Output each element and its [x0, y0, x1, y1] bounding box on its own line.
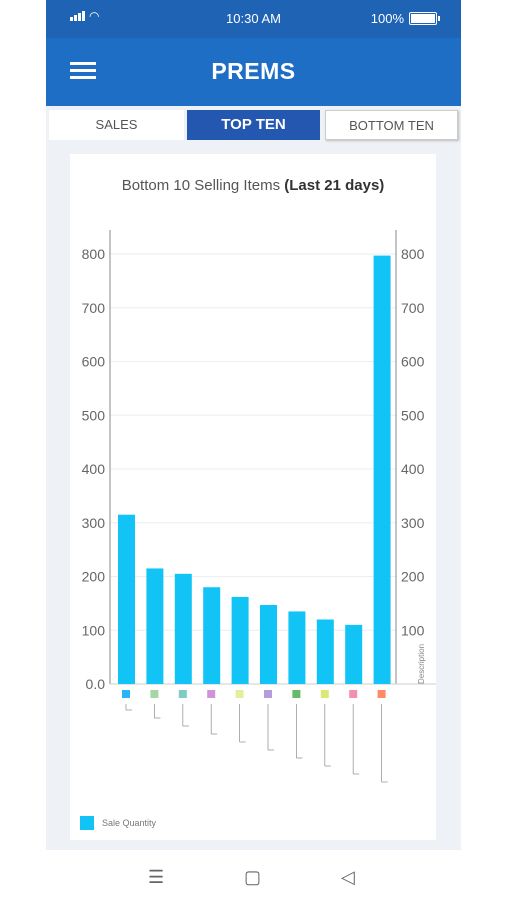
status-bar: ◠ 10:30 AM 100% — [46, 0, 461, 38]
left-tick-label: 800 — [82, 246, 106, 262]
chart-card: Bottom 10 Selling Items (Last 21 days) 0… — [70, 154, 436, 840]
category-marker — [207, 690, 216, 698]
right-tick-label: 400 — [401, 461, 425, 477]
chart-title-text: Bottom 10 Selling Items — [121, 177, 285, 194]
hamburger-menu-icon[interactable] — [70, 62, 96, 82]
bar — [373, 255, 391, 685]
bar — [174, 573, 192, 684]
left-tick-label: 700 — [82, 300, 106, 316]
signal-icon — [70, 11, 85, 21]
category-marker — [150, 690, 159, 698]
left-tick-label: 500 — [82, 407, 106, 423]
tab-sales[interactable]: SALES — [49, 110, 184, 140]
category-marker — [178, 690, 187, 698]
status-time: 10:30 AM — [226, 11, 281, 26]
right-tick-label: 700 — [401, 300, 425, 316]
bar — [288, 611, 306, 684]
content-area: Bottom 10 Selling Items (Last 21 days) 0… — [46, 146, 461, 850]
system-nav-bar: ☰ ▢ ◁ — [46, 850, 461, 900]
chart-title-period: (Last 21 days) — [284, 177, 385, 194]
app-title: PREMS — [211, 58, 296, 84]
back-icon[interactable]: ◁ — [341, 867, 355, 887]
right-tick-label: 100 — [401, 622, 425, 638]
chart-legend[interactable]: Sale Quantity — [80, 816, 156, 830]
phone-screen: ◠ 10:30 AM 100% PREMS SALES TOP TEN BOTT… — [46, 0, 461, 900]
left-tick-label: 100 — [82, 622, 106, 638]
signal-wifi-icons: ◠ — [70, 9, 100, 23]
bar — [203, 587, 221, 684]
bar — [260, 604, 277, 684]
bar — [345, 624, 363, 684]
chart-title: Bottom 10 Selling Items (Last 21 days) — [70, 177, 436, 194]
left-tick-label: 600 — [82, 354, 106, 370]
home-icon[interactable]: ▢ — [244, 867, 262, 887]
tab-bar: SALES TOP TEN BOTTOM TEN — [46, 106, 461, 146]
right-axis-label: Description — [417, 644, 426, 684]
bar — [118, 514, 135, 684]
app-bar: PREMS — [46, 38, 461, 106]
category-marker — [377, 690, 386, 698]
left-tick-label: 400 — [82, 461, 106, 477]
right-tick-label: 600 — [401, 354, 425, 370]
wifi-icon: ◠ — [89, 9, 100, 23]
left-tick-label: 300 — [82, 515, 106, 531]
left-tick-label: 200 — [82, 569, 106, 585]
battery-icon — [409, 12, 440, 25]
category-marker — [292, 690, 301, 698]
recent-apps-icon[interactable]: ☰ — [148, 867, 165, 887]
category-marker — [320, 690, 329, 698]
right-tick-label: 800 — [401, 246, 425, 262]
right-tick-label: 200 — [401, 569, 425, 585]
tab-top-ten[interactable]: TOP TEN — [187, 110, 320, 140]
category-marker — [235, 690, 244, 698]
right-tick-label: 300 — [401, 515, 425, 531]
category-marker — [264, 690, 272, 698]
bar — [231, 596, 249, 684]
bar — [316, 619, 334, 684]
battery-percent: 100% — [370, 11, 404, 26]
legend-swatch — [80, 816, 94, 830]
category-marker — [349, 690, 358, 698]
right-tick-label: 500 — [401, 407, 425, 423]
bar-chart: 0.0 100 200 300 400 500 600 700 800 100 200 300 400 5… — [82, 230, 436, 783]
bar — [146, 568, 164, 684]
category-marker — [122, 690, 130, 698]
battery-status: 100% — [370, 11, 440, 26]
tab-bottom-ten[interactable]: BOTTOM TEN — [325, 110, 458, 140]
left-tick-label: 0.0 — [86, 676, 106, 692]
legend-label: Sale Quantity — [102, 818, 157, 828]
